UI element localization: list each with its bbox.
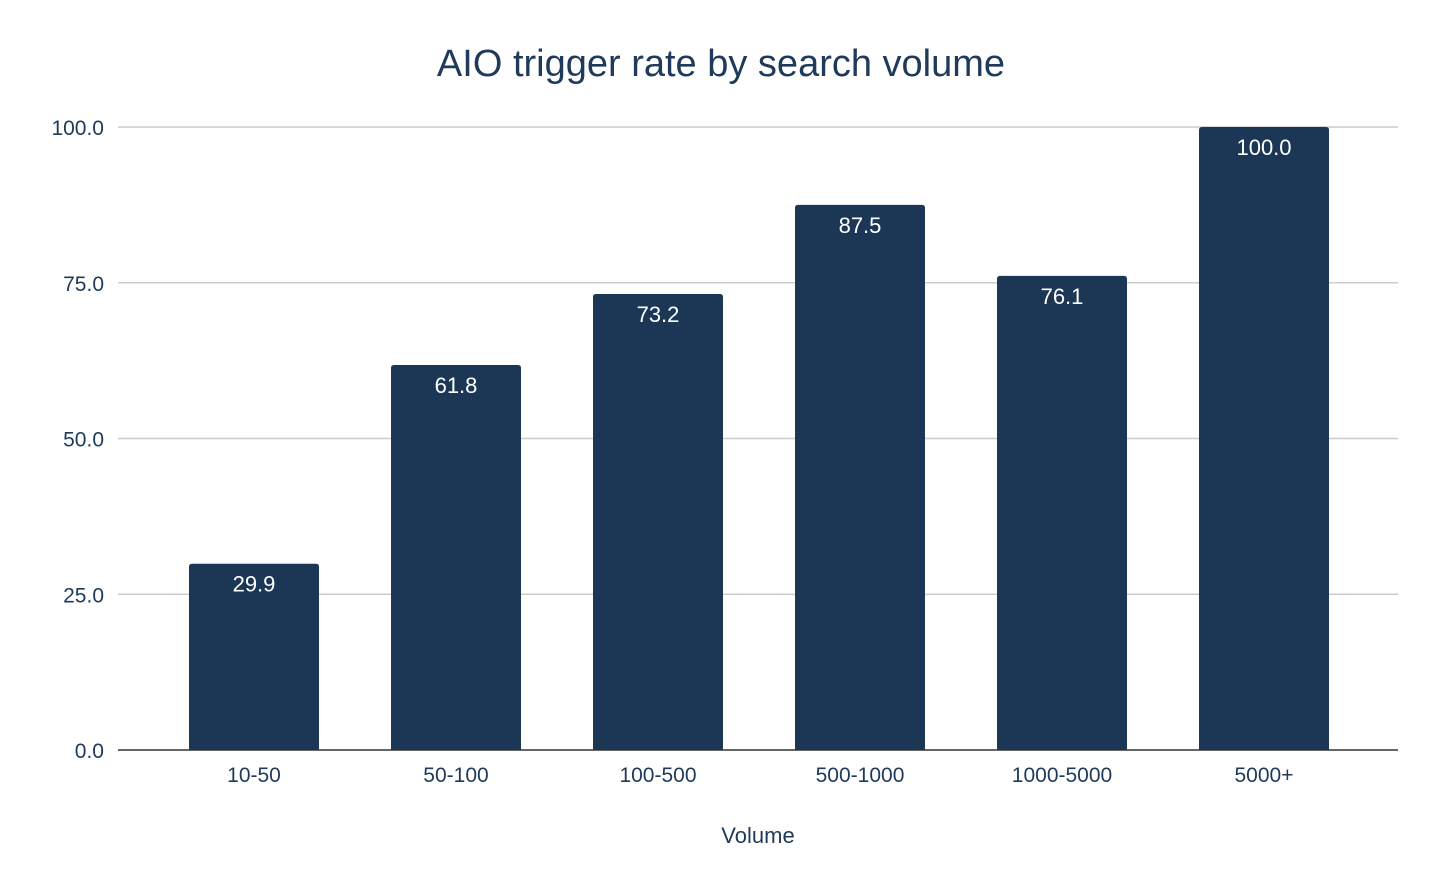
- bars: [189, 127, 1329, 750]
- x-tick-label: 10-50: [227, 764, 281, 787]
- data-label: 100.0: [1236, 135, 1291, 160]
- data-label: 61.8: [435, 373, 478, 398]
- data-label: 73.2: [637, 302, 680, 327]
- y-tick-label: 100.0: [51, 117, 104, 140]
- data-labels: 29.9 61.8 73.2 87.5 76.1 100.0: [233, 135, 1292, 597]
- x-tick-label: 1000-5000: [1012, 764, 1112, 787]
- data-label: 29.9: [233, 572, 276, 597]
- x-tick-label: 50-100: [423, 764, 488, 787]
- x-tick-label: 100-500: [619, 764, 696, 787]
- bar-100-500: [593, 293, 723, 750]
- bar-1000-5000: [997, 275, 1127, 750]
- x-axis-ticks: 10-50 50-100 100-500 500-1000 1000-5000 5000+: [227, 764, 1293, 787]
- x-tick-label: 5000+: [1235, 764, 1294, 787]
- gridlines: [118, 126, 1398, 595]
- y-tick-label: 50.0: [63, 429, 104, 452]
- data-label: 87.5: [839, 213, 882, 238]
- y-tick-label: 25.0: [63, 584, 104, 607]
- x-axis-title: Volume: [721, 823, 794, 848]
- y-axis-ticks: 0.0 25.0 50.0 75.0 100.0: [51, 117, 104, 763]
- data-label: 76.1: [1041, 284, 1084, 309]
- y-tick-label: 75.0: [63, 273, 104, 296]
- bar-10-50: [189, 563, 319, 750]
- y-tick-label: 0.0: [75, 740, 104, 763]
- chart-title: AIO trigger rate by search volume: [437, 43, 1005, 85]
- bar-500-1000: [795, 204, 925, 750]
- x-tick-label: 500-1000: [816, 764, 905, 787]
- bar-5000+: [1199, 127, 1329, 750]
- bar-50-100: [391, 364, 521, 750]
